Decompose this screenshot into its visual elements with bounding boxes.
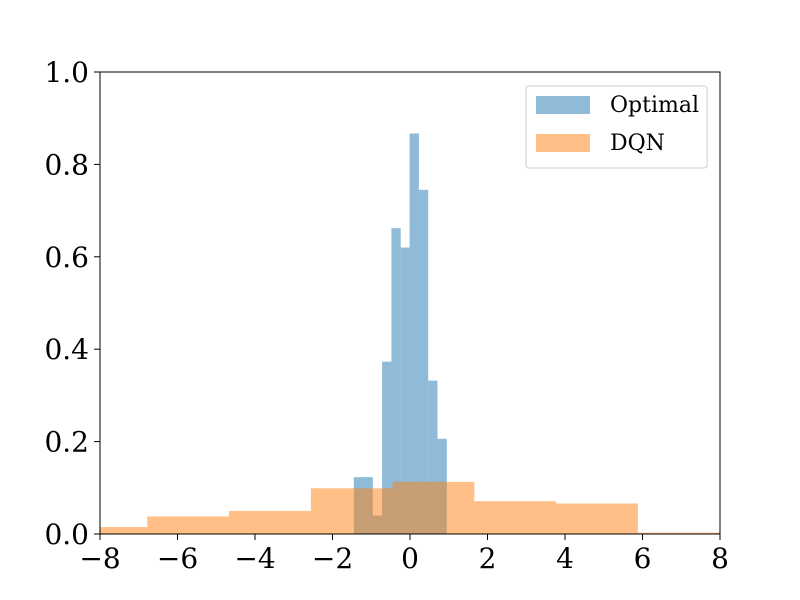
bar-optimal-2 (382, 361, 392, 534)
y-axis: 0.0 0.2 0.4 0.6 0.8 1.0 (44, 56, 100, 551)
x-tick-label: 8 (711, 542, 729, 575)
legend-label-optimal: Optimal (610, 93, 699, 118)
y-tick-label: 1.0 (44, 56, 89, 89)
legend-swatch-optimal (536, 96, 590, 114)
x-tick-label: 4 (556, 542, 574, 575)
bar-dqn-2 (229, 510, 311, 534)
y-tick-label: 0.8 (44, 148, 89, 181)
x-tick-label: −4 (234, 542, 275, 575)
bar-dqn-0 (100, 527, 148, 534)
x-tick-label: 2 (479, 542, 497, 575)
x-tick-label: −8 (79, 542, 120, 575)
bar-dqn-3 (310, 488, 393, 534)
bar-dqn-4 (392, 481, 475, 534)
bar-dqn-1 (147, 516, 230, 534)
x-axis: −8 −6 −4 −2 0 2 4 6 8 (79, 534, 729, 575)
x-tick-label: 6 (634, 542, 652, 575)
bar-optimal-5 (409, 133, 419, 535)
x-tick-label: −6 (157, 542, 198, 575)
y-tick-label: 0.4 (44, 333, 89, 366)
series-dqn (100, 481, 720, 534)
bar-dqn-7 (637, 532, 720, 534)
legend-swatch-dqn (536, 134, 590, 152)
bar-dqn-5 (474, 501, 557, 534)
bar-dqn-6 (556, 503, 638, 534)
x-tick-label: −2 (312, 542, 353, 575)
y-tick-label: 0.6 (44, 241, 89, 274)
y-tick-label: 0.0 (44, 518, 89, 551)
bar-optimal-4 (400, 247, 410, 534)
y-tick-label: 0.2 (44, 426, 89, 459)
legend: Optimal DQN (525, 85, 708, 169)
bar-optimal-7 (428, 380, 438, 534)
bar-optimal-6 (418, 189, 429, 534)
bars-layer (100, 133, 720, 535)
bar-optimal-3 (391, 228, 401, 534)
legend-label-dqn: DQN (610, 131, 665, 156)
x-tick-label: 0 (401, 542, 419, 575)
